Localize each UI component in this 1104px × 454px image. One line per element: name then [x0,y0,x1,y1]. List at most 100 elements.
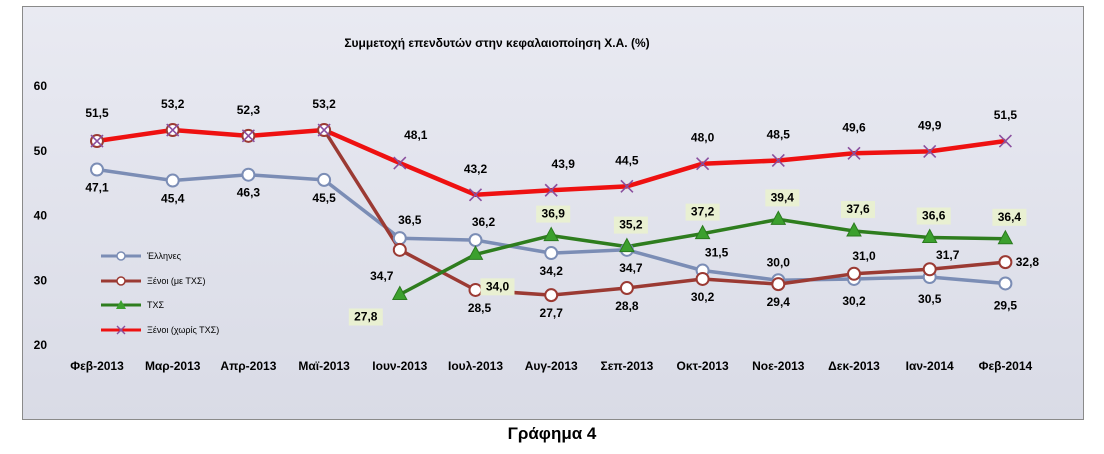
x-tick-label: Ιουν-2013 [372,359,427,373]
data-label-box [480,278,515,296]
x-tick-label: Μαρ-2013 [145,359,201,373]
y-tick-label: 50 [34,144,48,158]
data-label-box [348,308,383,326]
data-label: 30,2 [842,294,866,308]
data-label: 37,6 [846,202,870,216]
data-label: 30,0 [767,255,791,269]
data-label: 29,5 [994,298,1018,312]
legend-marker [116,276,126,286]
data-label: 28,5 [468,301,492,315]
data-point [90,134,104,148]
legend-label: Ξένοι (χωρίς ΤΧΣ) [147,325,219,335]
x-tick-label: Φεβ-2013 [70,359,124,373]
data-label-box [765,189,800,207]
data-point [391,285,408,300]
legend-label: Έλληνες [146,251,182,261]
data-point [468,282,483,297]
x-axis: Φεβ-2013 Μαρ-2013 Απρ-2013 Μαϊ-2013 Ιουν-201… [70,359,1032,373]
data-point [165,173,180,188]
data-label: 30,5 [918,292,942,306]
data-point [921,228,938,244]
series-markers [90,123,1014,303]
data-label: 45,5 [312,191,336,205]
legend-label: Ξένοι (με ΤΧΣ) [147,276,205,286]
data-label: 34,7 [370,269,394,283]
x-tick-label: Απρ-2013 [220,359,276,373]
data-label: 46,3 [237,186,261,200]
x-tick-label: Μαϊ-2013 [298,359,350,373]
data-label: 34,0 [486,279,510,293]
data-label: 31,7 [936,248,960,262]
data-label: 43,9 [552,157,576,171]
data-label: 49,6 [842,120,866,134]
data-point [544,288,559,303]
data-label: 34,2 [540,264,564,278]
data-label: 48,1 [404,128,428,142]
x-tick-label: Σεπ-2013 [601,359,654,373]
data-label-box [992,208,1027,226]
x-tick-label: Αυγ-2013 [525,359,578,373]
legend-marker [116,300,126,309]
data-label-box [685,203,720,221]
data-point [620,179,634,193]
data-label: 32,8 [1016,255,1040,269]
data-point [619,281,634,296]
y-tick-label: 20 [34,338,48,352]
data-label: 31,0 [852,249,876,263]
x-tick-label: Δεκ-2013 [828,359,880,373]
data-label: 30,2 [691,290,715,304]
data-label: 36,6 [922,209,946,223]
chart-title: Συμμετοχή επενδυτών στην κεφαλαιοποίηση … [344,36,649,50]
data-label-box [841,201,875,219]
data-point [544,246,559,261]
legend-marker [116,325,126,335]
data-label: 29,4 [767,295,791,309]
data-point [695,271,710,286]
data-label: 51,5 [994,108,1018,122]
data-point [998,134,1012,148]
data-label: 43,2 [464,162,488,176]
data-point [392,242,407,257]
x-tick-label: Νοε-2013 [752,359,805,373]
data-label-box [916,207,951,225]
data-label: 36,5 [398,213,422,227]
x-tick-label: Ιουλ-2013 [448,359,503,373]
data-label: 34,7 [619,261,643,275]
data-point [771,277,786,292]
data-point [467,245,484,260]
data-point [90,162,104,177]
data-point [847,146,861,160]
data-point [241,167,256,182]
data-point [696,157,710,171]
data-label: 53,2 [312,97,336,111]
data-point [468,233,483,248]
data-point [998,255,1013,270]
data-label: 31,5 [705,246,729,260]
figure-caption: Γράφημα 4 [507,424,597,443]
data-label: 52,3 [237,103,261,117]
data-point [770,210,787,225]
data-label: 53,2 [161,97,185,111]
data-point [317,123,331,137]
data-label-box [536,205,571,223]
data-label-box [613,216,648,234]
legend-marker [116,251,126,261]
data-point [846,221,862,237]
data-label: 49,9 [918,118,942,132]
y-axis: 20 30 40 50 60 [34,79,48,352]
data-point [468,188,483,202]
x-tick-label: Ιαν-2014 [906,359,954,373]
data-point [543,226,560,242]
y-tick-label: 30 [34,273,48,287]
legend: Έλληνες Ξένοι (με ΤΧΣ) ΤΧΣ Ξένοι (χωρίς ΤΧΣ… [101,251,219,335]
data-label: 37,2 [691,205,715,219]
data-label: 27,7 [540,306,564,320]
data-labels: 47,1 45,4 46,3 45,5 36,5 36,2 34,2 34,7 31,5 30,0… [85,97,1040,326]
y-tick-label: 40 [34,209,48,223]
data-label: 36,2 [472,215,496,229]
data-label: 48,0 [691,131,715,145]
data-point [544,183,558,197]
data-label: 36,9 [542,207,566,221]
data-label: 39,4 [771,190,795,204]
data-point [923,144,937,158]
